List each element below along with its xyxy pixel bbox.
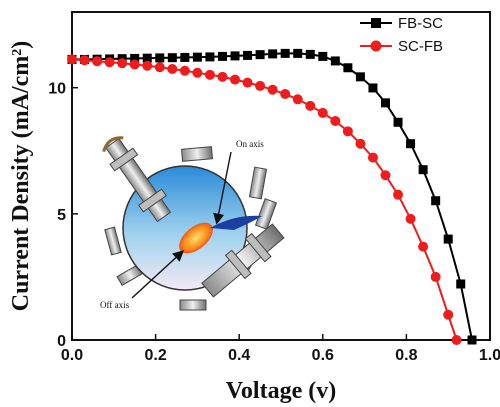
x-tick-label: 0.8 bbox=[395, 347, 417, 364]
data-point-sc-fb bbox=[217, 71, 228, 82]
data-point-sc-fb bbox=[204, 69, 215, 80]
data-point-fb-sc bbox=[268, 49, 278, 59]
data-point-sc-fb bbox=[117, 58, 128, 69]
legend-label-fb-sc: FB-SC bbox=[398, 15, 443, 32]
data-point-fb-sc bbox=[155, 53, 165, 63]
data-point-sc-fb bbox=[179, 65, 190, 76]
data-point-fb-sc bbox=[393, 117, 403, 127]
data-point-fb-sc bbox=[142, 53, 152, 63]
x-tick-label: 1.0 bbox=[479, 347, 500, 364]
inset-label-off-axis: Off axis bbox=[100, 300, 130, 310]
data-point-fb-sc bbox=[167, 53, 177, 63]
data-point-sc-fb bbox=[104, 57, 115, 68]
x-tick-label: 0.0 bbox=[61, 347, 83, 364]
data-point-fb-sc bbox=[418, 165, 428, 175]
series-layer bbox=[67, 48, 477, 345]
data-point-fb-sc bbox=[343, 63, 353, 73]
data-point-fb-sc bbox=[456, 279, 466, 289]
data-point-sc-fb bbox=[443, 309, 454, 320]
data-point-sc-fb bbox=[342, 126, 353, 137]
data-point-fb-sc bbox=[381, 98, 390, 108]
y-tick-label: 10 bbox=[48, 81, 66, 98]
data-point-sc-fb bbox=[92, 56, 103, 67]
data-point-sc-fb bbox=[267, 84, 278, 95]
data-point-fb-sc bbox=[180, 52, 190, 62]
x-axis-title: Voltage (v) bbox=[226, 378, 336, 404]
data-point-sc-fb bbox=[79, 55, 90, 66]
y-axis-title-close: ) bbox=[8, 41, 34, 49]
data-point-fb-sc bbox=[243, 50, 253, 60]
data-point-sc-fb bbox=[154, 62, 165, 73]
data-point-fb-sc bbox=[406, 139, 416, 149]
inset-substrate bbox=[210, 215, 262, 230]
x-tick-label: 0.4 bbox=[228, 347, 250, 364]
data-point-sc-fb bbox=[418, 241, 429, 252]
axis-layer: 0.0 0.2 0.4 0.6 0.8 1.0 0 5 10 bbox=[48, 81, 500, 364]
data-point-fb-sc bbox=[431, 196, 441, 206]
inset-gun-assembly bbox=[201, 223, 285, 298]
data-point-sc-fb bbox=[317, 107, 328, 118]
data-point-sc-fb bbox=[230, 74, 241, 85]
data-point-sc-fb bbox=[192, 67, 203, 78]
data-point-sc-fb bbox=[142, 60, 153, 71]
data-point-sc-fb bbox=[367, 152, 378, 163]
data-point-fb-sc bbox=[305, 49, 315, 59]
data-point-fb-sc bbox=[192, 52, 202, 62]
data-point-fb-sc bbox=[217, 51, 227, 61]
data-point-sc-fb bbox=[167, 64, 178, 75]
data-point-fb-sc bbox=[130, 53, 140, 63]
data-point-fb-sc bbox=[293, 48, 303, 58]
y-axis-title: Current Density (mA/cm2) bbox=[8, 41, 34, 312]
y-tick-label: 5 bbox=[57, 207, 66, 224]
inset-feedthrough-arm bbox=[102, 136, 172, 223]
legend: FB-SC SC-FB bbox=[360, 15, 443, 55]
data-point-sc-fb bbox=[430, 271, 441, 282]
inset-label-on-axis: On axis bbox=[236, 139, 264, 149]
data-point-sc-fb bbox=[380, 170, 391, 181]
data-point-sc-fb bbox=[292, 94, 303, 105]
legend-marker-fb-sc bbox=[371, 18, 381, 28]
data-point-sc-fb bbox=[393, 189, 404, 200]
data-point-fb-sc bbox=[280, 48, 290, 58]
data-point-fb-sc bbox=[368, 83, 378, 93]
data-point-sc-fb bbox=[451, 335, 462, 345]
data-point-sc-fb bbox=[305, 100, 316, 111]
data-point-fb-sc bbox=[318, 51, 328, 61]
plot-frame bbox=[71, 11, 491, 341]
data-point-fb-sc bbox=[230, 51, 240, 61]
chamber-inset: On axis Off axis bbox=[100, 136, 285, 311]
data-point-sc-fb bbox=[330, 115, 341, 126]
data-point-sc-fb bbox=[355, 138, 366, 149]
data-point-sc-fb bbox=[242, 77, 253, 88]
y-axis-title-sup: 2 bbox=[10, 49, 25, 56]
y-axis-title-main: Current Density (mA/cm bbox=[8, 56, 34, 312]
x-tick-label: 0.6 bbox=[312, 347, 334, 364]
data-point-sc-fb bbox=[405, 213, 416, 224]
data-point-sc-fb bbox=[67, 54, 77, 65]
data-point-fb-sc bbox=[355, 72, 365, 82]
y-tick-label: 0 bbox=[57, 333, 66, 350]
data-point-fb-sc bbox=[205, 52, 215, 62]
data-point-fb-sc bbox=[330, 56, 340, 66]
data-point-fb-sc bbox=[443, 234, 453, 244]
inset-plasma-plume bbox=[179, 222, 213, 254]
data-point-sc-fb bbox=[129, 59, 140, 70]
data-point-sc-fb bbox=[280, 89, 291, 99]
data-point-fb-sc bbox=[467, 335, 477, 345]
x-tick-label: 0.2 bbox=[144, 347, 166, 364]
legend-label-sc-fb: SC-FB bbox=[398, 38, 443, 55]
data-point-fb-sc bbox=[255, 50, 265, 60]
legend-marker-sc-fb bbox=[370, 40, 382, 52]
data-point-sc-fb bbox=[255, 80, 266, 91]
